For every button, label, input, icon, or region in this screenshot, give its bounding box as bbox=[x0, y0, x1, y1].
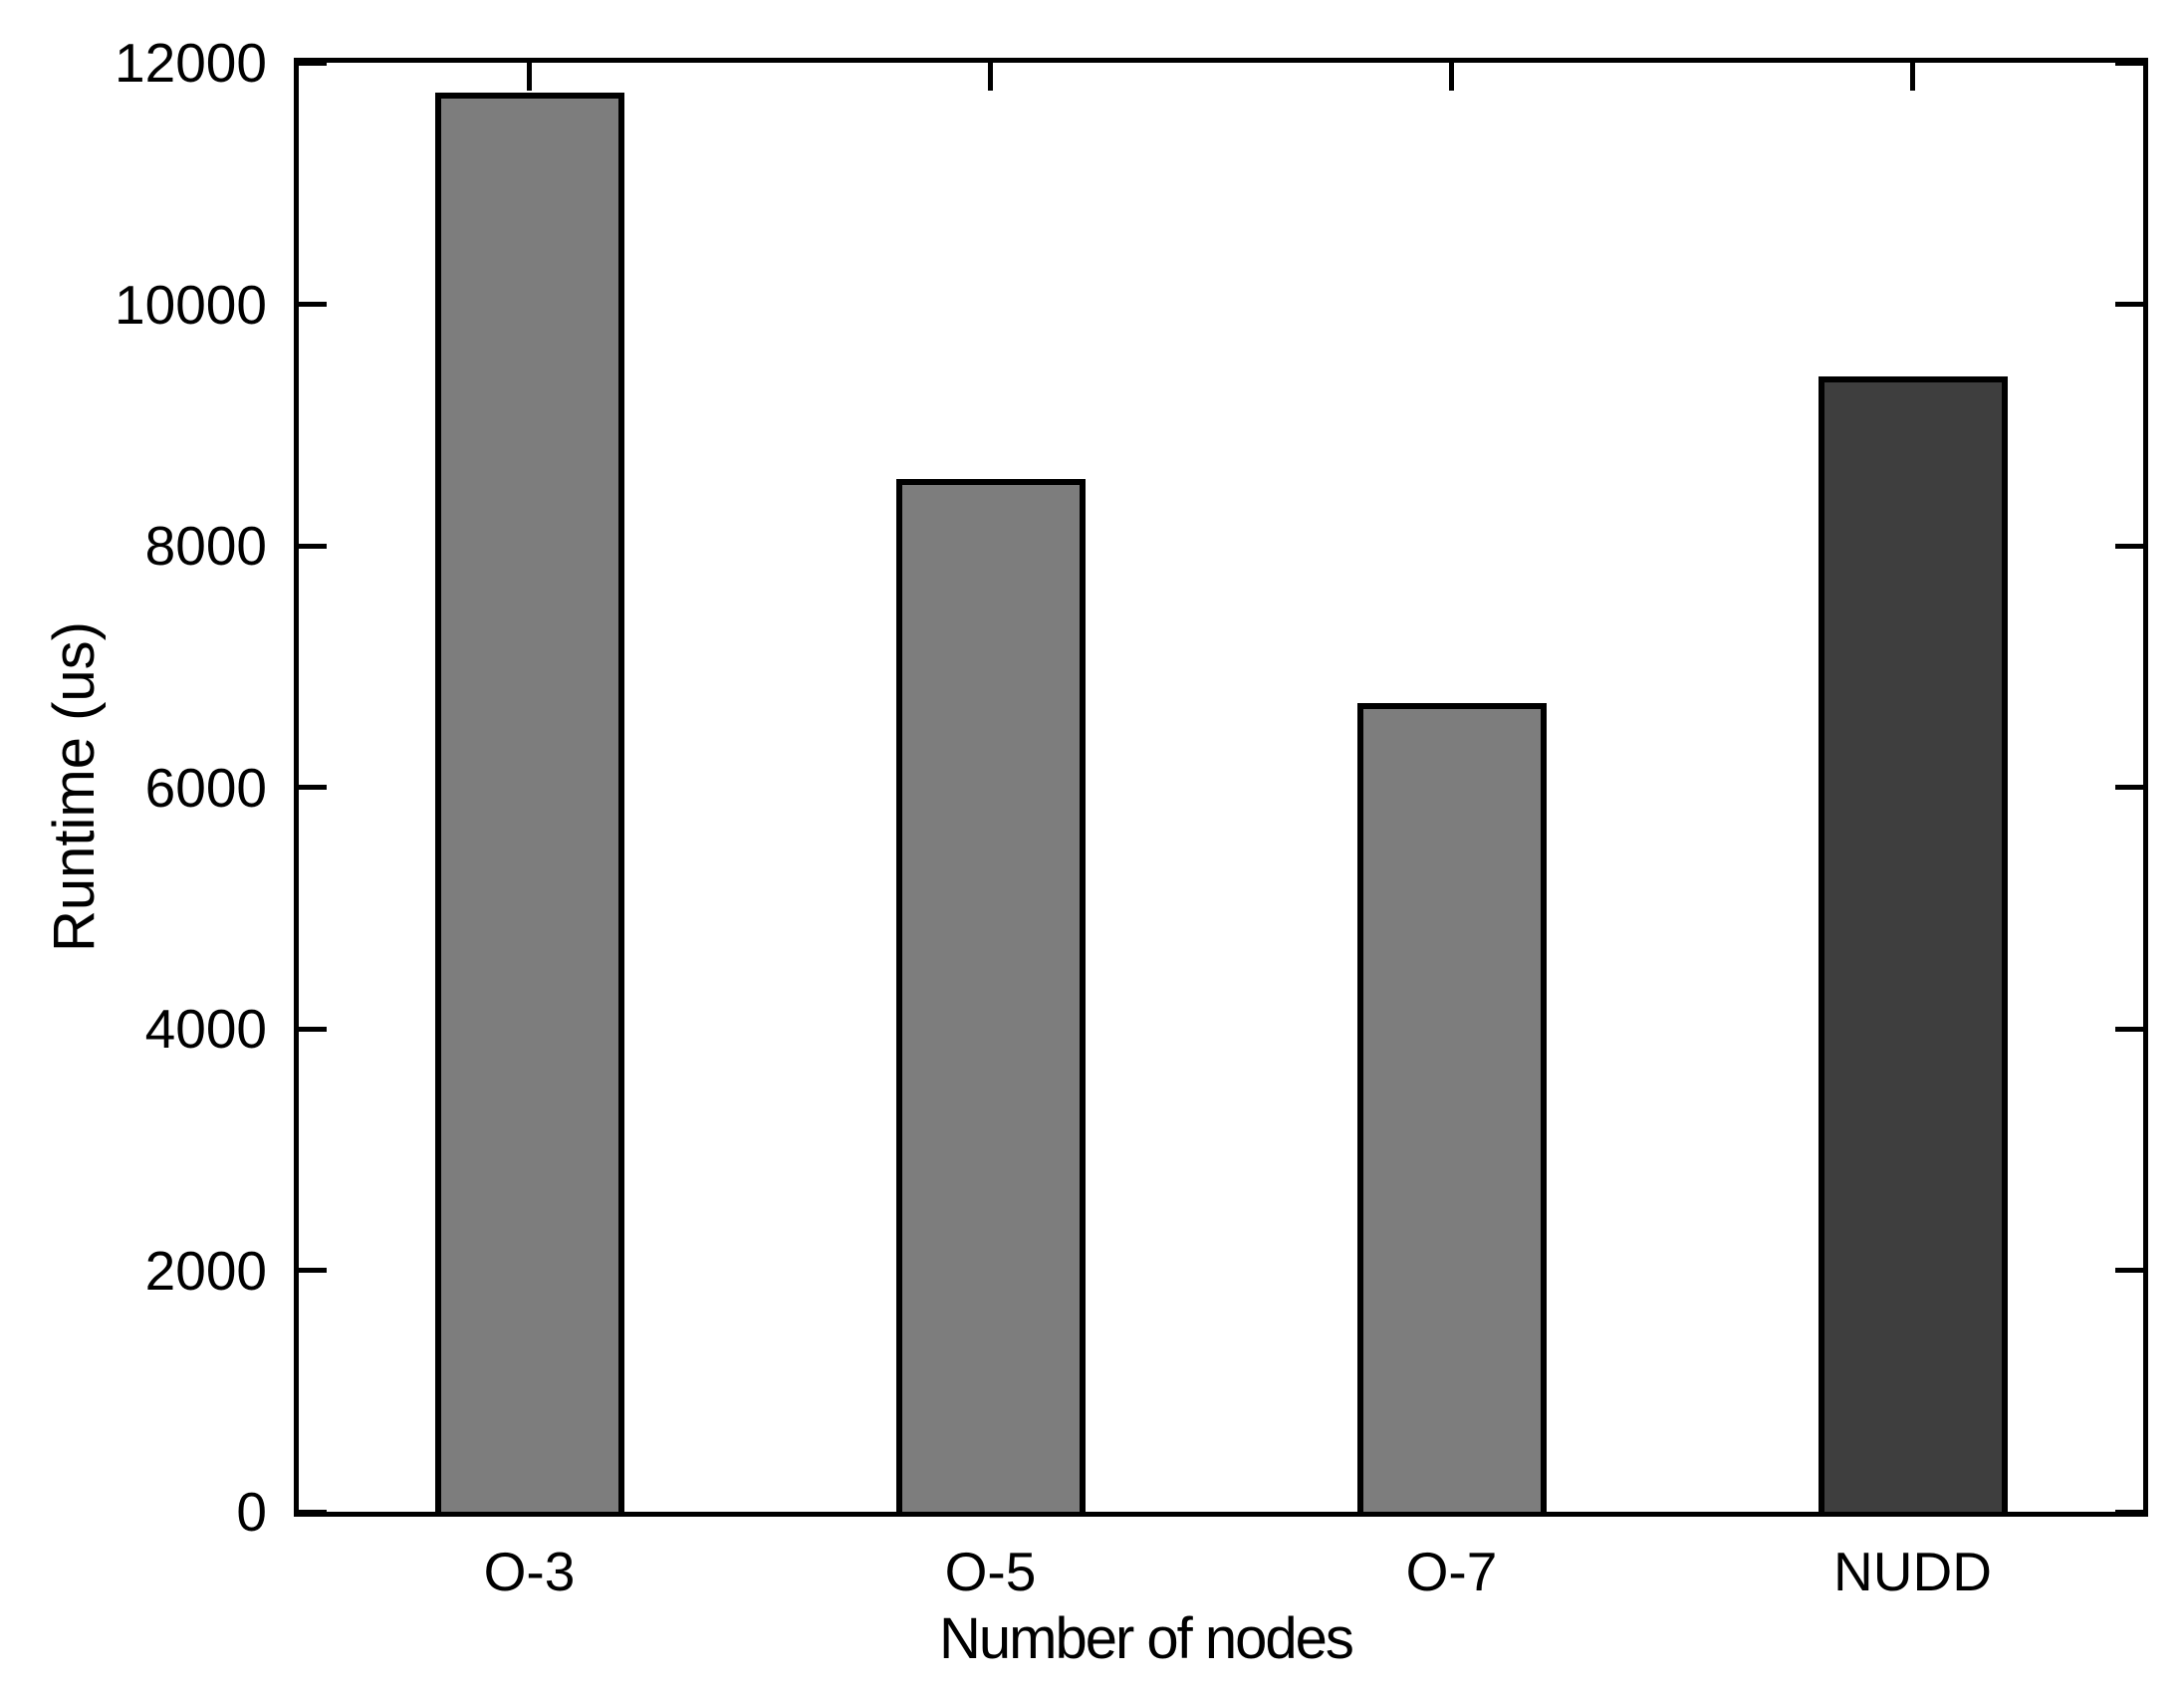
y-tick-mark bbox=[299, 60, 327, 66]
x-tick-label-o-3: O-3 bbox=[483, 1541, 576, 1602]
y-tick-mark bbox=[2115, 1026, 2143, 1032]
y-tick-mark bbox=[2115, 1268, 2143, 1273]
y-tick-mark bbox=[2115, 785, 2143, 790]
y-tick-label: 0 bbox=[236, 1481, 267, 1543]
y-tick-label: 12000 bbox=[115, 32, 267, 94]
y-tick-mark bbox=[299, 1268, 327, 1273]
bar-nudd bbox=[1818, 376, 2008, 1512]
y-tick-mark bbox=[2115, 1509, 2143, 1515]
y-tick-label: 2000 bbox=[144, 1239, 267, 1302]
x-tick-mark bbox=[988, 63, 993, 91]
x-tick-mark bbox=[1449, 63, 1454, 91]
y-tick-mark bbox=[299, 785, 327, 790]
y-tick-label: 10000 bbox=[115, 273, 267, 336]
bar-o-5 bbox=[895, 479, 1086, 1512]
x-tick-label-o-5: O-5 bbox=[944, 1541, 1037, 1602]
y-tick-label: 4000 bbox=[144, 998, 267, 1060]
y-tick-mark bbox=[299, 1509, 327, 1515]
x-tick-mark bbox=[527, 63, 532, 91]
y-tick-label: 8000 bbox=[144, 515, 267, 577]
bar-o-3 bbox=[434, 93, 624, 1512]
y-tick-mark bbox=[2115, 302, 2143, 307]
y-tick-mark bbox=[299, 302, 327, 307]
plot-area bbox=[294, 58, 2148, 1517]
y-tick-mark bbox=[2115, 543, 2143, 549]
y-tick-mark bbox=[299, 1026, 327, 1032]
bar-o-7 bbox=[1356, 702, 1547, 1512]
x-tick-mark bbox=[1910, 63, 1915, 91]
x-tick-label-o-7: O-7 bbox=[1405, 1541, 1498, 1602]
y-tick-mark bbox=[299, 543, 327, 549]
y-tick-mark bbox=[2115, 60, 2143, 66]
x-tick-label-nudd: NUDD bbox=[1833, 1541, 1992, 1602]
y-tick-label: 6000 bbox=[144, 756, 267, 819]
x-axis-label: Number of nodes bbox=[939, 1606, 1354, 1671]
